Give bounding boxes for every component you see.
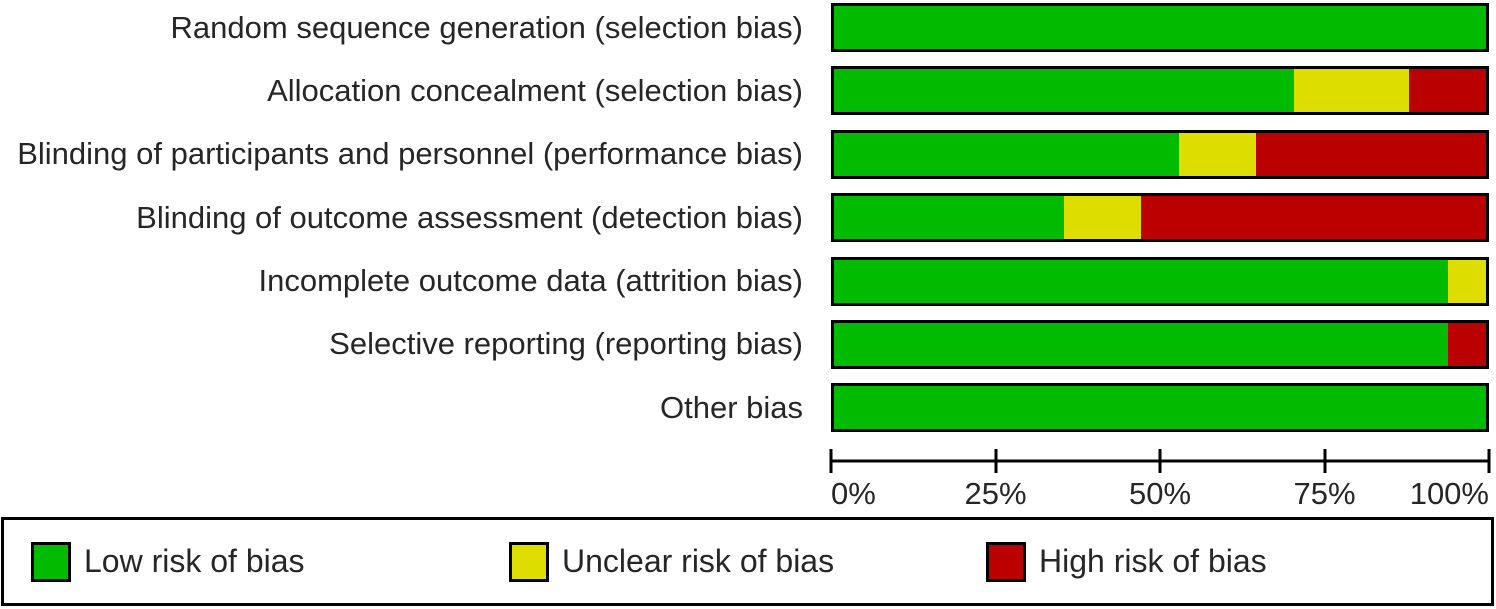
x-axis-tick-label: 0% xyxy=(831,476,876,512)
legend-entry-high-risk: High risk of bias xyxy=(986,541,1267,582)
x-axis-labels: 0% 25% 50% 75% 100% xyxy=(831,476,1489,514)
bar-row: Blinding of participants and personnel (… xyxy=(0,129,1496,179)
bar-segment-unclear xyxy=(1447,259,1486,303)
stacked-bar xyxy=(831,66,1489,116)
category-label: Blinding of outcome assessment (detectio… xyxy=(136,199,803,235)
legend-label: Unclear risk of bias xyxy=(562,543,835,579)
category-label: Incomplete outcome data (attrition bias) xyxy=(258,263,804,299)
bar-row: Allocation concealment (selection bias) xyxy=(0,66,1496,116)
category-label: Allocation concealment (selection bias) xyxy=(267,72,803,108)
bar-segment-low xyxy=(834,386,1486,430)
bar-segment-low xyxy=(834,69,1295,113)
bar-segment-unclear xyxy=(1178,132,1256,176)
x-axis-tick-50 xyxy=(1158,449,1162,474)
category-label: Selective reporting (reporting bias) xyxy=(329,326,803,362)
stacked-bar xyxy=(831,129,1489,179)
legend-entry-low-risk: Low risk of bias xyxy=(31,541,305,582)
category-label: Random sequence generation (selection bi… xyxy=(170,9,803,45)
bar-row: Random sequence generation (selection bi… xyxy=(0,3,1496,52)
x-axis-tick-label: 75% xyxy=(1293,476,1356,512)
x-axis-tick-label: 100% xyxy=(1409,476,1489,512)
x-axis-tick-100 xyxy=(1487,449,1491,474)
axis-left-spacer xyxy=(0,449,831,514)
stacked-bar xyxy=(831,319,1489,369)
category-label: Other bias xyxy=(659,389,803,425)
x-axis-area: 0% 25% 50% 75% 100% xyxy=(829,449,1491,514)
legend-label: Low risk of bias xyxy=(84,543,305,579)
bar-row: Selective reporting (reporting bias) xyxy=(0,319,1496,369)
bar-segment-unclear xyxy=(1294,69,1410,113)
stacked-bar xyxy=(831,3,1489,52)
bar-segment-low xyxy=(834,259,1448,303)
low-risk-swatch-icon xyxy=(31,541,71,582)
chart-area: Random sequence generation (selection bi… xyxy=(0,3,1496,433)
x-axis-ticks xyxy=(829,449,1491,474)
x-axis-tick-label: 25% xyxy=(964,476,1027,512)
x-axis-tick-25 xyxy=(994,449,997,474)
stacked-bar xyxy=(831,383,1489,433)
bar-segment-low xyxy=(834,132,1179,176)
bar-segment-low xyxy=(834,6,1486,49)
x-axis-tick-label: 50% xyxy=(1128,476,1192,512)
unclear-risk-swatch-icon xyxy=(509,541,549,582)
bar-row: Incomplete outcome data (attrition bias) xyxy=(0,256,1496,306)
bar-row: Blinding of outcome assessment (detectio… xyxy=(0,193,1496,243)
legend-entry-unclear-risk: Unclear risk of bias xyxy=(509,541,835,582)
high-risk-swatch-icon xyxy=(986,541,1026,582)
bar-row: Other bias xyxy=(0,383,1496,433)
bar-segment-high xyxy=(1447,322,1486,366)
legend-label: High risk of bias xyxy=(1039,543,1267,579)
x-axis: 0% 25% 50% 75% 100% xyxy=(0,449,1496,514)
legend: Low risk of bias Unclear risk of bias Hi… xyxy=(1,517,1494,606)
stacked-bar xyxy=(831,193,1489,243)
x-axis-tick-0 xyxy=(829,449,833,474)
stacked-bar xyxy=(831,256,1489,306)
bar-segment-unclear xyxy=(1064,196,1142,240)
bar-segment-high xyxy=(1409,69,1486,113)
bar-segment-low xyxy=(834,196,1065,240)
bar-segment-low xyxy=(834,322,1448,366)
bar-segment-high xyxy=(1141,196,1486,240)
bar-segment-high xyxy=(1255,132,1486,176)
x-axis-tick-75 xyxy=(1323,449,1326,474)
category-label: Blinding of participants and personnel (… xyxy=(17,136,803,172)
